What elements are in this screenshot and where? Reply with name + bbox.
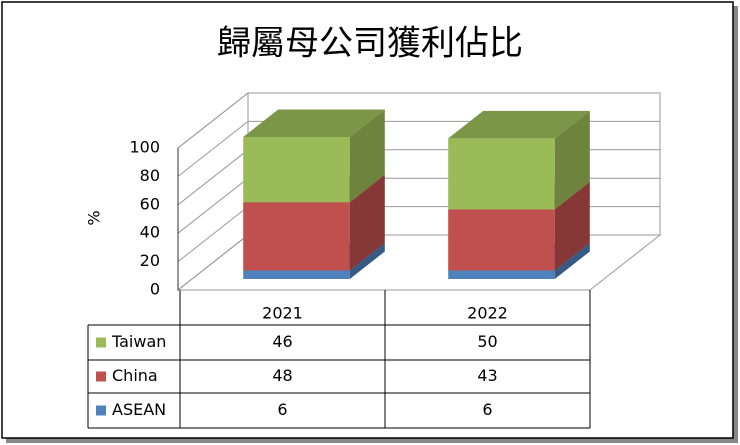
x-tick-label: 2021	[262, 304, 303, 323]
y-tick-label: 0	[150, 280, 160, 299]
bar-front	[448, 270, 555, 279]
bar-front	[448, 138, 555, 210]
legend-label: Taiwan	[111, 332, 166, 351]
chart-title: 歸屬母公司獲利佔比	[217, 24, 523, 64]
grid-line	[177, 92, 660, 149]
table-value: 46	[272, 332, 292, 351]
legend-key	[96, 371, 106, 382]
bar-side	[349, 109, 385, 203]
bar-top	[243, 109, 385, 137]
legend-key	[96, 405, 106, 416]
table-value: 6	[277, 400, 287, 419]
bar-front	[448, 209, 555, 271]
bar-front	[243, 270, 350, 279]
legend-label: China	[112, 366, 158, 385]
bar-segment	[448, 110, 590, 210]
x-tick-label: 2022	[467, 304, 508, 323]
bar-side	[554, 181, 590, 271]
bar-side	[554, 110, 590, 210]
table-value: 48	[272, 366, 292, 385]
bar-front	[243, 202, 350, 271]
y-tick-label: 20	[140, 251, 160, 270]
bar-side	[349, 174, 385, 271]
y-tick-label: 100	[129, 138, 160, 157]
y-tick-label: 80	[140, 166, 160, 185]
table-value: 43	[477, 366, 497, 385]
bar-side	[349, 242, 385, 279]
table-value: 50	[477, 332, 497, 351]
legend-label: ASEAN	[112, 400, 166, 419]
legend-key	[96, 337, 106, 348]
bar-front	[243, 137, 350, 203]
bar-side	[554, 242, 590, 279]
y-tick-label: 60	[140, 194, 160, 213]
table-value: 6	[482, 400, 492, 419]
y-axis-label: %	[85, 210, 104, 225]
bar-top	[448, 110, 590, 139]
y-tick-label: 40	[140, 223, 160, 242]
bar-segment	[243, 109, 385, 203]
